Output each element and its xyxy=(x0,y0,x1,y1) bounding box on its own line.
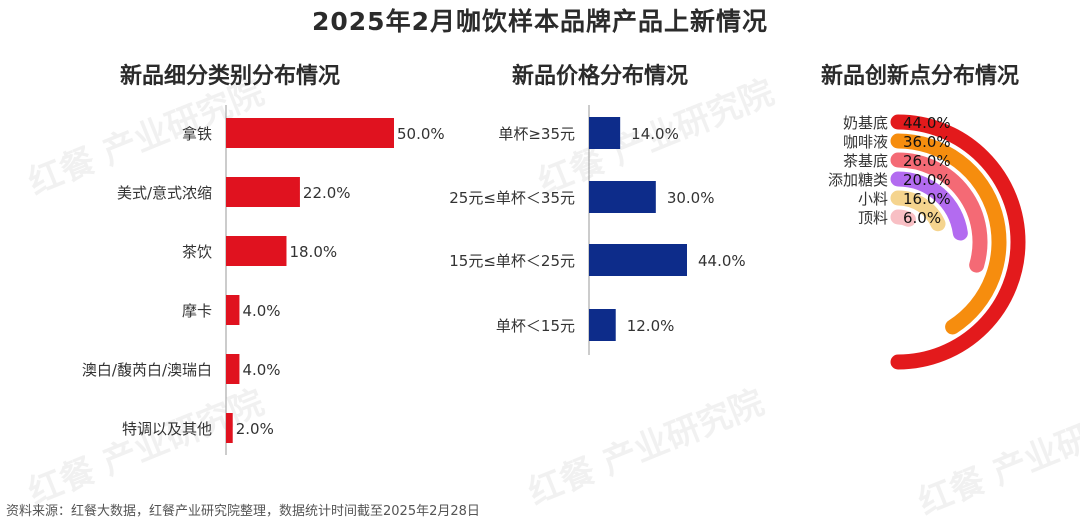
innovation-value-label: 6.0% xyxy=(903,209,941,227)
category-label: 特调以及其他 xyxy=(122,420,212,438)
innovation-arc xyxy=(890,114,1026,370)
category-label: 澳白/馥芮白/澳瑞白 xyxy=(82,361,212,379)
innovation-label: 小料 xyxy=(858,190,888,208)
price-value-label: 30.0% xyxy=(667,189,715,207)
page-title: 2025年2月咖饮样本品牌产品上新情况 xyxy=(312,7,768,36)
category-bar xyxy=(226,413,233,443)
category-value-label: 22.0% xyxy=(303,184,351,202)
price-bar xyxy=(589,181,656,213)
price-label: 15元≤单杯＜25元 xyxy=(449,252,575,270)
category-chart-title: 新品细分类别分布情况 xyxy=(119,64,340,89)
category-label: 拿铁 xyxy=(182,125,212,143)
price-value-label: 14.0% xyxy=(631,125,679,143)
innovation-label: 茶基底 xyxy=(843,152,888,170)
category-bar xyxy=(226,354,240,384)
category-label: 美式/意式浓缩 xyxy=(117,184,212,202)
price-bar xyxy=(589,117,621,149)
price-label: 25元≤单杯＜35元 xyxy=(449,189,575,207)
innovation-value-label: 36.0% xyxy=(903,133,951,151)
innovation-label: 奶基底 xyxy=(843,114,888,132)
price-value-label: 12.0% xyxy=(627,317,675,335)
category-value-label: 2.0% xyxy=(236,420,274,438)
category-bar xyxy=(226,295,240,325)
category-label: 茶饮 xyxy=(182,243,212,261)
innovation-value-label: 26.0% xyxy=(903,152,951,170)
category-value-label: 4.0% xyxy=(242,302,280,320)
innovation-label: 咖啡液 xyxy=(843,133,888,151)
category-bar xyxy=(226,118,394,148)
innovation-arc xyxy=(890,209,916,227)
category-bar xyxy=(226,236,287,266)
category-value-label: 4.0% xyxy=(242,361,280,379)
innovation-label: 添加糖类 xyxy=(828,171,888,189)
innovation-value-label: 20.0% xyxy=(903,171,951,189)
innovation-label: 顶料 xyxy=(858,209,888,227)
category-label: 摩卡 xyxy=(182,302,212,320)
innovation-value-label: 44.0% xyxy=(903,114,951,132)
innovation-arc xyxy=(890,171,968,241)
category-value-label: 18.0% xyxy=(289,243,337,261)
price-chart-title: 新品价格分布情况 xyxy=(511,64,688,89)
price-bar xyxy=(589,309,616,341)
innovation-arc xyxy=(890,152,988,273)
category-value-label: 50.0% xyxy=(397,125,445,143)
price-label: 单杯≥35元 xyxy=(498,125,575,143)
innovation-arc xyxy=(890,190,946,232)
innovation-arc xyxy=(890,133,1007,335)
innovation-chart-title: 新品创新点分布情况 xyxy=(820,64,1019,89)
price-label: 单杯＜15元 xyxy=(496,317,575,335)
category-bar xyxy=(226,177,300,207)
price-value-label: 44.0% xyxy=(698,252,746,270)
price-bar xyxy=(589,244,687,276)
source-note: 资料来源：红餐大数据，红餐产业研究院整理，数据统计时间截至2025年2月28日 xyxy=(6,504,480,519)
innovation-value-label: 16.0% xyxy=(903,190,951,208)
